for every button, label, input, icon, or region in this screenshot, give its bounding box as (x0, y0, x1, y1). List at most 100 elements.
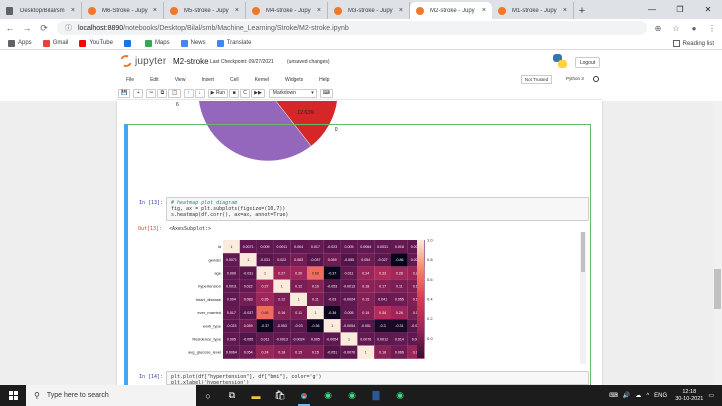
url-host: localhost:8890 (78, 24, 124, 32)
in14-code-cell[interactable]: plt.plot(df["hypertension"], df["bmi"], … (166, 371, 589, 385)
trusted-indicator[interactable]: Not Trusted (521, 75, 552, 84)
heatmap-cell-label: 0.054 (361, 258, 370, 262)
bookmark-item[interactable]: Gmail (42, 39, 68, 47)
menu-kernel[interactable]: Kernel (254, 76, 270, 83)
bookmark-item[interactable]: News (180, 39, 206, 47)
page-scrollbar[interactable] (713, 101, 722, 385)
file-explorer-icon[interactable]: ▬ (251, 390, 261, 401)
bookmark-star-icon[interactable]: ☆ (672, 23, 680, 33)
browser-tab[interactable]: Desktop/Bilal/sm × (0, 2, 82, 19)
heatmap-cell (391, 240, 408, 254)
tab-close-icon[interactable]: × (398, 7, 403, 14)
task-view-icon[interactable]: ⧉ (228, 390, 236, 400)
output-scrollbar[interactable] (580, 232, 586, 364)
move-down-button[interactable]: ↓ (194, 88, 205, 98)
tab-close-icon[interactable]: × (316, 7, 321, 14)
logout-button[interactable]: Logout (575, 57, 600, 68)
more-menu-icon[interactable]: ⋮ (708, 23, 716, 33)
menu-help[interactable]: Help (319, 76, 330, 83)
url-input[interactable]: ⓘ localhost:8890/notebooks/Desktop/Bilal… (57, 21, 647, 35)
new-tab-button[interactable]: + (578, 4, 586, 17)
run-button[interactable]: ▶ Run (207, 88, 229, 98)
app-icon-1[interactable]: ◉ (324, 390, 332, 400)
copy-button[interactable]: ⧉ (157, 88, 168, 98)
cortana-icon[interactable]: ○ (205, 390, 211, 401)
bookmark-item[interactable]: Apps (8, 39, 32, 47)
app-icon-2[interactable]: ◉ (348, 390, 356, 400)
tab-close-icon[interactable]: × (70, 7, 75, 14)
tab-close-icon[interactable]: × (562, 7, 567, 14)
heatmap-cell (290, 319, 307, 333)
output-scrollbar-thumb[interactable] (581, 232, 585, 272)
page-scrollbar-thumb[interactable] (714, 269, 721, 309)
chrome-icon[interactable] (292, 385, 316, 406)
back-icon[interactable]: ← (5, 23, 15, 33)
in13-code-cell[interactable]: # heatmap plot diagram fig, ax = plt.subp… (166, 197, 589, 221)
browser-tab[interactable]: M6-Stroke - Jupy × (82, 2, 164, 19)
bookmark-item[interactable] (123, 39, 134, 47)
heatmap-cell (239, 266, 257, 280)
store-icon[interactable]: 🛍 (274, 390, 286, 400)
bookmark-label: Apps (18, 40, 32, 46)
tab-close-icon[interactable]: × (234, 7, 239, 14)
heatmap-cell (239, 332, 257, 346)
browser-tab[interactable]: M1-stroke - Jupy × (492, 2, 574, 19)
word-icon[interactable]: ▇ (372, 390, 380, 400)
browser-tab[interactable]: M5-stroke - Jupy × (164, 2, 246, 19)
paste-button[interactable]: 📋 (168, 88, 181, 98)
show-hidden-icons-icon[interactable]: ^ (646, 392, 650, 399)
menu-edit[interactable]: Edit (150, 76, 159, 83)
tab-close-icon[interactable]: × (152, 7, 157, 14)
reload-icon[interactable]: ⟳ (40, 22, 48, 33)
forward-icon[interactable]: → (22, 23, 32, 33)
heatmap-cell (307, 266, 324, 280)
jupyter-logo[interactable]: jupyter (118, 53, 166, 69)
interrupt-button[interactable]: ■ (229, 88, 240, 98)
browser-tab[interactable]: M4-stroke - Jupy × (246, 2, 328, 19)
start-button[interactable] (0, 385, 26, 406)
site-info-icon[interactable]: ⓘ (65, 25, 72, 32)
bookmark-item[interactable]: YouTube (79, 39, 113, 47)
browser-tab[interactable]: M2-stroke - Jupy × (410, 2, 492, 19)
heatmap-cell-label: 0.26 (295, 271, 302, 275)
tab-close-icon[interactable]: × (481, 7, 486, 14)
zoom-icon[interactable]: ⊕ (654, 23, 662, 33)
app-icon-3[interactable]: ◉ (396, 390, 404, 400)
close-window-icon[interactable]: ✕ (704, 5, 712, 14)
restart-run-all-button[interactable]: ▶▶ (251, 88, 265, 98)
tray-language[interactable]: ENG (654, 392, 668, 399)
cell-type-select[interactable]: Markdown ▾ (268, 88, 317, 98)
minimize-icon[interactable]: — (648, 5, 656, 14)
menu-cell[interactable]: Cell (229, 76, 239, 83)
volume-icon[interactable]: 🔊 (622, 393, 631, 399)
notification-icon[interactable]: ▭ (708, 393, 714, 399)
maximize-icon[interactable]: ❐ (676, 5, 684, 14)
heatmap-cell (340, 279, 358, 293)
bookmark-item[interactable]: Maps (144, 39, 170, 47)
cut-button[interactable]: ✂ (146, 88, 157, 98)
heatmap-cell-label: -0.36 (328, 311, 336, 315)
reading-list-button[interactable]: Reading list (672, 40, 714, 47)
heatmap-cell-label: 0.0064 (226, 351, 237, 355)
menu-widgets[interactable]: Widgets (285, 76, 304, 83)
menu-view[interactable]: View (174, 76, 186, 83)
browser-tab[interactable]: M3-stroke - Jupy × (328, 2, 410, 19)
bookmark-item[interactable]: Translate (216, 39, 251, 47)
restart-button[interactable]: C (240, 88, 251, 98)
heatmap-cell-label: 0.059 (328, 258, 337, 262)
heatmap-cell-label: 0.15 (362, 298, 369, 302)
tray-clock[interactable]: 12:18 30-10-2021 (675, 389, 703, 403)
maps-icon (144, 39, 152, 47)
move-up-button[interactable]: ↑ (183, 88, 194, 98)
save-button[interactable]: 💾 (118, 88, 131, 98)
menu-file[interactable]: File (126, 76, 135, 83)
taskbar-search-box[interactable]: ⚲ Type here to search (26, 385, 196, 406)
menu-insert[interactable]: Insert (201, 76, 214, 83)
keyboard-icon[interactable]: ⌨ (609, 393, 618, 399)
bookmark-label: YouTube (89, 40, 113, 46)
notebook-name[interactable]: M2-stroke (173, 57, 209, 66)
command-palette-button[interactable]: ⌨ (319, 88, 334, 98)
profile-avatar-icon[interactable]: ● (691, 23, 697, 33)
insert-cell-button[interactable]: + (133, 88, 144, 98)
onedrive-icon[interactable]: ☁ (635, 393, 642, 399)
